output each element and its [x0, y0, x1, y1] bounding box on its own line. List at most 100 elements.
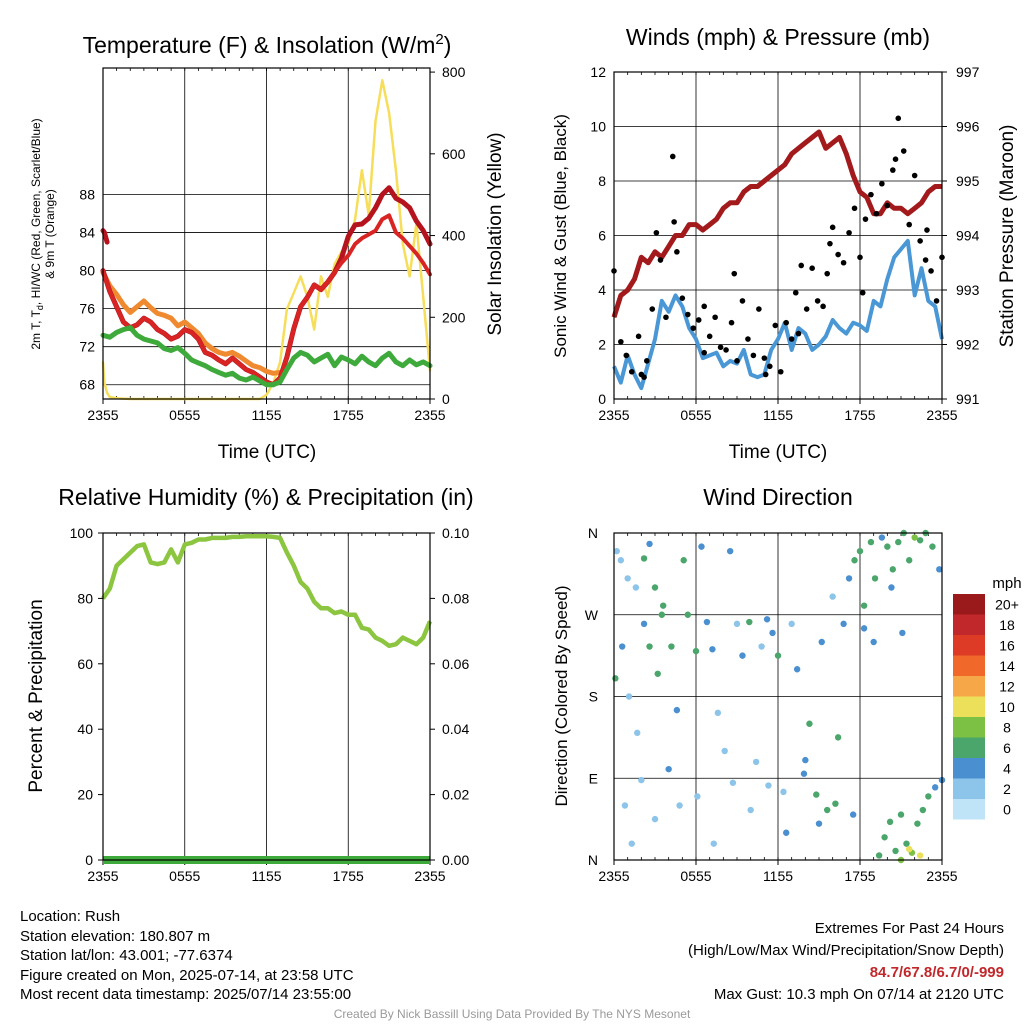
legend-swatch [953, 594, 985, 615]
legend-label: 0 [1003, 801, 1011, 817]
x-tick-label: 1755 [844, 868, 875, 884]
gust-point [814, 298, 821, 304]
humidity-chart-title: Relative Humidity (%) & Precipitation (i… [58, 484, 473, 510]
direction-point [624, 575, 631, 582]
gust-point [846, 229, 852, 236]
y-tick-label: 4 [598, 282, 606, 298]
direction-point [916, 852, 924, 859]
direction-point [763, 616, 771, 623]
humidity-chart: Relative Humidity (%) & Precipitation (i… [26, 484, 474, 884]
gust-point [739, 298, 746, 304]
direction-point [721, 747, 728, 755]
y-right-tick-label: 200 [442, 309, 466, 325]
x-tick-label: 2355 [87, 407, 118, 423]
gust-point [635, 333, 642, 340]
y-tick-label: 80 [79, 263, 95, 279]
gust-point [657, 257, 664, 263]
direction-point [936, 566, 943, 573]
gust-point [712, 314, 718, 321]
gust-point [862, 216, 869, 222]
direction-point [619, 643, 626, 650]
extremes-title: Extremes For Past 24 Hours [814, 920, 1004, 937]
gust-point [922, 257, 929, 263]
direction-point [903, 840, 910, 847]
y-right-tick-label: 0.00 [442, 852, 469, 868]
gust-point [731, 270, 738, 277]
gust-point [924, 227, 930, 233]
direction-point [765, 782, 772, 789]
x-tick-label: 1155 [251, 868, 281, 884]
gust-point [873, 210, 880, 217]
gust-point [884, 202, 891, 209]
direction-point [726, 547, 734, 555]
temperature-chart-title: Temperature (F) & Insolation (W/m2) [83, 31, 452, 58]
y-tick-label: N [588, 852, 598, 868]
y-tick-label: 8 [598, 173, 606, 189]
direction-point [651, 584, 659, 591]
gust-point [933, 298, 940, 304]
legend-label: 16 [999, 637, 1015, 653]
series-line-temp9m [100, 270, 283, 376]
gust-point [767, 363, 773, 370]
direction-point [612, 675, 619, 682]
humidity-y-label: Percent & Precipitation [26, 599, 47, 792]
direction-point [889, 566, 896, 573]
gust-point [824, 270, 830, 277]
legend-label: 10 [999, 699, 1015, 715]
x-tick-label: 0555 [169, 868, 200, 884]
gust-point [761, 355, 768, 361]
x-tick-label: 0555 [680, 868, 711, 884]
direction-point [613, 547, 620, 555]
direction-point [800, 770, 808, 777]
direction-point [929, 543, 936, 550]
direction-point [884, 543, 891, 550]
gust-point [829, 224, 836, 231]
gust-point [777, 368, 784, 375]
direction-point [758, 643, 765, 650]
gust-point [750, 352, 757, 359]
direction-point [673, 706, 681, 714]
direction-point [793, 666, 801, 673]
legend-swatch [953, 758, 985, 779]
winds-y-label-right: Station Pressure (Maroon) [997, 125, 1018, 348]
gust-point [723, 347, 729, 353]
gust-point [728, 319, 735, 326]
gust-point [679, 295, 686, 301]
y-tick-label: 20 [77, 787, 93, 803]
direction-point [660, 602, 667, 609]
direction-point [676, 802, 683, 809]
x-tick-label: 2355 [598, 407, 629, 423]
y-tick-label: 80 [77, 590, 93, 606]
gust-point [685, 311, 691, 318]
y-right-tick-label: 996 [956, 119, 980, 135]
gust-point [859, 289, 866, 296]
y-right-tick-label: 0.04 [442, 721, 469, 737]
created-text: Figure created on Mon, 2025-07-14, at 23… [20, 966, 354, 984]
x-tick-label: 2355 [926, 868, 957, 884]
plot-border [102, 67, 431, 400]
direction-point [818, 638, 825, 646]
direction-point [919, 806, 927, 814]
y-right-tick-label: 997 [956, 64, 980, 80]
y-tick-label: 2 [598, 337, 606, 353]
direction-point [892, 847, 899, 855]
direction-point [729, 779, 737, 786]
direction-point [897, 811, 905, 818]
y-tick-label: 0 [85, 852, 93, 868]
x-tick-label: 2355 [926, 407, 957, 423]
gust-point [762, 371, 769, 378]
direction-point [886, 818, 894, 826]
gust-point [857, 254, 863, 261]
y-right-tick-label: 0.06 [442, 656, 469, 672]
legend-swatch [953, 717, 985, 738]
direction-point [829, 593, 836, 600]
gust-point [928, 268, 934, 274]
temperature-x-label: Time (UTC) [218, 442, 317, 463]
x-tick-label: 0555 [169, 407, 200, 423]
winds-y-label: Sonic Wind & Gust (Blue, Black) [551, 114, 570, 358]
direction-point [834, 734, 842, 741]
direction-point [632, 584, 640, 591]
plot-border [613, 532, 943, 861]
direction-point [680, 557, 687, 564]
